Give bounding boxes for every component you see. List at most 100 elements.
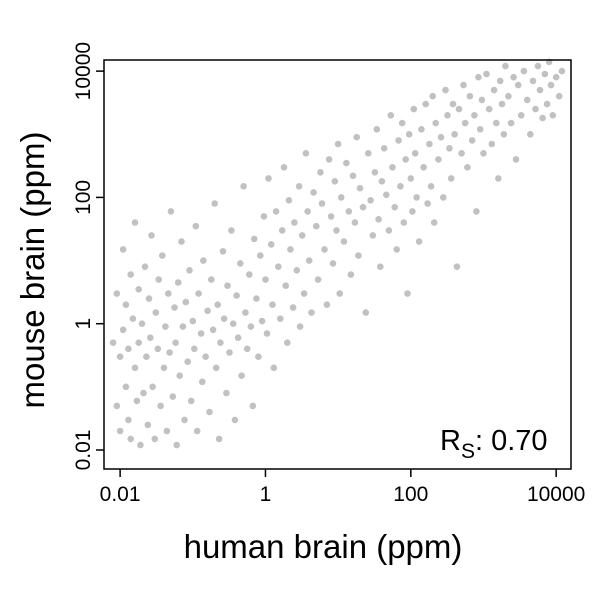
data-point-46 <box>176 372 183 380</box>
data-point-182 <box>429 92 437 100</box>
spearman-annotation: RS: 0.70 <box>440 425 548 463</box>
data-point-112 <box>291 219 298 226</box>
data-point-99 <box>267 241 275 248</box>
y-tick-label-3: 10000 <box>72 42 95 100</box>
data-point-180 <box>426 140 433 148</box>
data-point-227 <box>529 77 537 85</box>
data-point-143 <box>353 133 361 141</box>
data-point-128 <box>323 301 331 309</box>
data-point-114 <box>295 183 303 190</box>
data-point-30 <box>152 309 160 316</box>
data-point-164 <box>397 183 404 190</box>
data-point-3 <box>116 353 124 361</box>
data-point-40 <box>167 208 175 215</box>
data-point-101 <box>270 364 278 372</box>
data-point-59 <box>197 330 205 337</box>
data-point-87 <box>246 271 253 278</box>
data-point-184 <box>432 119 440 127</box>
data-point-146 <box>359 203 367 211</box>
data-point-136 <box>337 194 345 201</box>
data-point-80 <box>233 292 240 299</box>
data-point-186 <box>437 133 445 141</box>
data-point-195 <box>455 105 463 113</box>
data-point-71 <box>217 339 224 347</box>
data-point-25 <box>145 295 153 302</box>
data-point-181 <box>427 183 435 190</box>
data-point-52 <box>186 267 193 274</box>
data-point-10 <box>125 345 132 353</box>
data-point-176 <box>418 126 425 133</box>
data-point-163 <box>395 137 402 144</box>
data-point-50 <box>182 298 190 306</box>
data-point-38 <box>165 290 172 297</box>
data-point-70 <box>215 435 223 443</box>
data-point-194 <box>453 263 461 271</box>
data-point-188 <box>442 86 449 94</box>
data-point-119 <box>304 208 311 215</box>
data-point-34 <box>159 252 166 259</box>
data-point-75 <box>224 282 231 290</box>
data-point-235 <box>547 81 555 89</box>
data-point-44 <box>173 441 180 449</box>
data-point-64 <box>206 408 213 416</box>
x-tick-label-1: 1 <box>260 483 272 506</box>
data-point-9 <box>125 416 132 424</box>
data-point-156 <box>380 145 388 152</box>
x-axis: 0.01 1 100 10000 <box>100 469 585 506</box>
data-point-226 <box>527 131 534 138</box>
data-point-78 <box>229 320 237 328</box>
data-point-103 <box>275 263 282 271</box>
data-point-96 <box>262 276 269 283</box>
data-point-187 <box>440 194 447 201</box>
data-point-56 <box>192 222 200 230</box>
data-point-36 <box>162 323 169 330</box>
data-point-16 <box>133 397 141 405</box>
data-point-160 <box>389 164 396 171</box>
data-point-203 <box>473 208 480 215</box>
data-point-53 <box>187 397 195 405</box>
data-point-132 <box>331 178 339 185</box>
data-point-216 <box>500 131 508 138</box>
data-point-48 <box>179 323 187 330</box>
data-point-213 <box>495 175 502 182</box>
data-point-22 <box>141 263 149 271</box>
data-point-153 <box>375 216 382 223</box>
data-point-115 <box>296 323 304 330</box>
data-point-125 <box>317 169 324 176</box>
data-point-205 <box>476 126 484 133</box>
data-point-209 <box>485 105 493 113</box>
annotation-prefix: R <box>440 425 461 457</box>
data-point-62 <box>202 353 209 361</box>
data-point-158 <box>385 227 393 234</box>
points-layer <box>109 58 566 449</box>
data-point-174 <box>413 194 420 201</box>
data-point-58 <box>195 290 202 297</box>
data-point-27 <box>148 232 155 239</box>
x-tick-label-0: 0.01 <box>100 483 141 506</box>
data-point-199 <box>464 164 471 171</box>
data-point-120 <box>305 257 313 264</box>
data-point-139 <box>345 208 353 215</box>
x-tick-label-2: 100 <box>393 483 428 506</box>
data-point-45 <box>174 279 182 286</box>
data-point-69 <box>214 301 221 309</box>
data-point-77 <box>228 227 235 234</box>
data-point-37 <box>163 427 171 435</box>
data-point-17 <box>135 286 142 293</box>
data-point-26 <box>147 334 154 342</box>
data-point-15 <box>131 219 139 226</box>
data-point-93 <box>257 252 264 259</box>
data-point-20 <box>138 320 146 328</box>
data-point-18 <box>135 339 142 347</box>
data-point-236 <box>549 112 557 119</box>
data-point-11 <box>127 271 134 278</box>
data-point-88 <box>247 323 255 330</box>
x-axis-title: human brain (ppm) <box>184 528 463 565</box>
data-point-35 <box>160 364 168 372</box>
data-point-169 <box>405 131 413 138</box>
data-point-165 <box>398 119 406 127</box>
data-point-217 <box>502 62 509 70</box>
data-point-192 <box>449 100 457 108</box>
data-point-222 <box>514 81 522 89</box>
data-point-90 <box>250 235 258 243</box>
